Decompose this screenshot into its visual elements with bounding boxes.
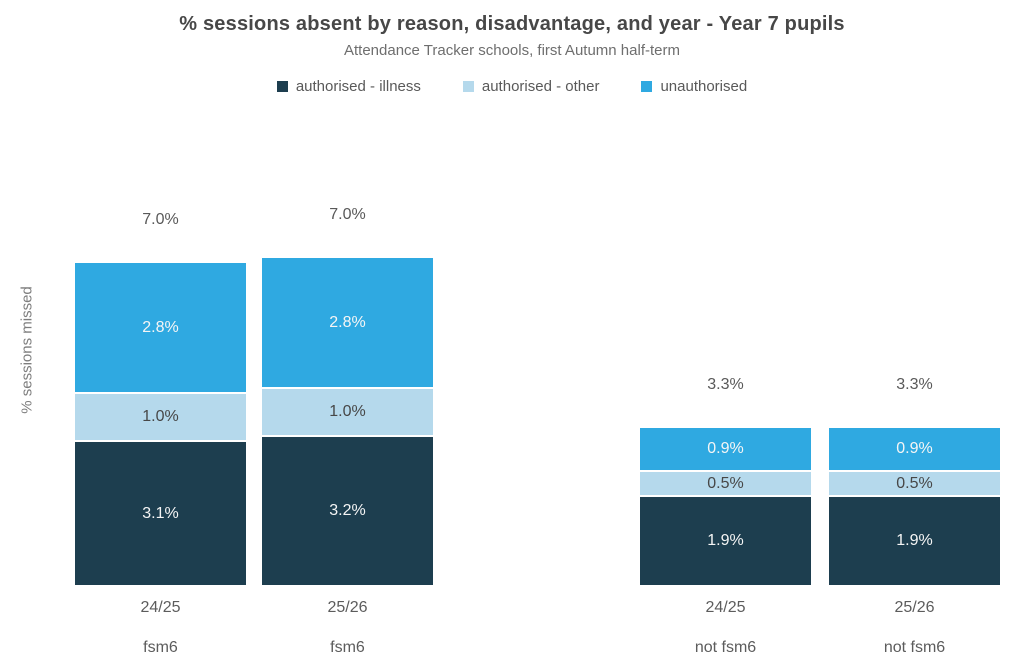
bar-segment: 1.0% xyxy=(75,394,246,440)
segment-label: 2.8% xyxy=(329,313,366,331)
bar-segment: 3.2% xyxy=(262,437,433,585)
legend-item: unauthorised xyxy=(641,78,747,95)
total-label: 3.3% xyxy=(896,376,933,393)
legend-label: authorised - illness xyxy=(295,78,421,95)
legend-label: unauthorised xyxy=(660,78,748,95)
category-year-label: 24/25 xyxy=(140,599,181,616)
segment-label: 0.5% xyxy=(707,474,744,492)
bar: 0.9% 0.5% 1.9% xyxy=(829,428,1000,585)
bar-segment: 1.9% xyxy=(829,497,1000,585)
segment-label: 1.0% xyxy=(142,408,179,425)
legend-swatch-icon xyxy=(462,81,474,92)
bar-segment: 0.9% xyxy=(640,428,811,470)
bar-segment: 1.0% xyxy=(262,389,433,435)
category-year-label: 24/25 xyxy=(705,599,746,616)
category-year-label: 25/26 xyxy=(327,599,368,616)
bar: 2.8% 1.0% 3.1% xyxy=(75,263,246,585)
bar-segment: 2.8% xyxy=(262,258,433,387)
category-group-label: not fsm6 xyxy=(694,639,757,656)
bar-segment: 0.5% xyxy=(640,472,811,495)
legend-swatch-icon xyxy=(276,81,288,92)
legend-swatch-icon xyxy=(641,81,653,92)
bar: 2.8% 1.0% 3.2% xyxy=(262,258,433,585)
segment-label: 0.9% xyxy=(707,440,744,457)
total-label: 3.3% xyxy=(707,376,744,393)
segment-label: 2.8% xyxy=(142,318,179,336)
legend-item: authorised - other xyxy=(462,78,600,95)
bar-segment: 3.1% xyxy=(75,442,246,585)
chart-subtitle: Attendance Tracker schools, first Autumn… xyxy=(344,42,680,59)
legend: authorised - illness authorised - other un… xyxy=(0,78,1024,95)
legend-label: authorised - other xyxy=(481,78,600,95)
total-label: 7.0% xyxy=(329,206,366,223)
category-year-label: 25/26 xyxy=(894,599,935,616)
legend-item: authorised - illness xyxy=(276,78,421,95)
segment-label: 1.9% xyxy=(707,532,744,549)
bar-segment: 0.9% xyxy=(829,428,1000,470)
chart-title: % sessions absent by reason, disadvantag… xyxy=(179,13,845,35)
segment-label: 1.0% xyxy=(329,403,366,420)
category-group-label: fsm6 xyxy=(143,639,178,656)
segment-label: 0.9% xyxy=(896,440,933,457)
bar: 0.9% 0.5% 1.9% xyxy=(640,428,811,585)
category-group-label: fsm6 xyxy=(330,639,365,656)
y-axis-label: % sessions missed xyxy=(18,286,36,414)
category-group-label: not fsm6 xyxy=(883,639,946,656)
bar-segment: 2.8% xyxy=(75,263,246,392)
total-label: 7.0% xyxy=(142,211,179,228)
segment-label: 3.2% xyxy=(329,502,366,519)
bar-segment: 1.9% xyxy=(640,497,811,585)
segment-label: 0.5% xyxy=(896,474,933,492)
segment-label: 1.9% xyxy=(896,532,933,549)
segment-label: 3.1% xyxy=(142,504,179,522)
bar-segment: 0.5% xyxy=(829,472,1000,495)
